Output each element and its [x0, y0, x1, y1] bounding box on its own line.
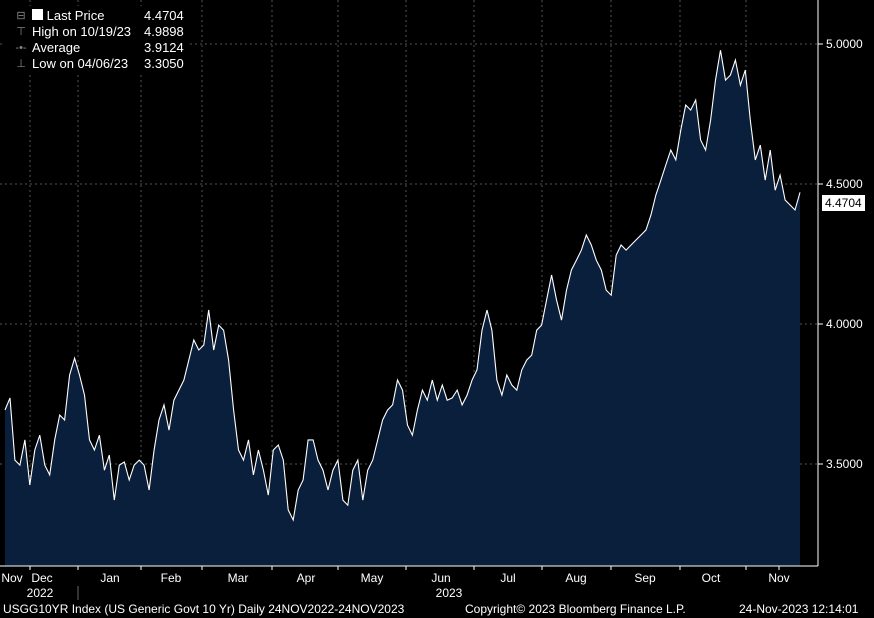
high-marker-icon: ⊤ — [16, 26, 26, 38]
legend-label: Low on 04/06/23 — [32, 56, 129, 71]
collapse-box-icon[interactable]: ⊟ — [16, 10, 26, 22]
price-area — [5, 50, 800, 566]
y-tick-label: 3.5000 — [826, 457, 863, 471]
x-tick-label: Sep — [634, 571, 656, 585]
legend: ⊟ Last Price 4.4704 ⊤ High on 10/19/23 4.98… — [4, 6, 190, 74]
x-tick-label: Jul — [500, 571, 515, 585]
x-tick-label: Aug — [565, 571, 586, 585]
legend-label: Average — [32, 40, 81, 55]
white-swatch-icon — [32, 9, 43, 20]
x-tick-label: Oct — [702, 571, 721, 585]
x-tick-label: Jan — [100, 571, 119, 585]
price-line — [4, 50, 801, 522]
legend-value: 4.4704 — [144, 8, 184, 23]
legend-average: -•- Average 3.9124 — [10, 40, 184, 56]
y-tick-label: 4.5000 — [826, 177, 863, 191]
y-tick-label: 5.0000 — [826, 37, 863, 51]
legend-label: High on 10/19/23 — [32, 24, 132, 39]
legend-value: 3.3050 — [144, 56, 184, 71]
y-tick-label: 4.0000 — [826, 317, 863, 331]
x-tick-label: May — [361, 571, 384, 585]
x-tick-label: Jun — [431, 571, 450, 585]
copyright: Copyright© 2023 Bloomberg Finance L.P. — [465, 602, 686, 616]
x-tick-label: Nov — [768, 571, 789, 585]
year-label: 2023 — [436, 586, 463, 600]
x-tick-label: Feb — [161, 571, 182, 585]
legend-last-price: ⊟ Last Price 4.4704 — [10, 8, 184, 24]
x-tick-label: Dec — [31, 571, 52, 585]
legend-low: ⊥ Low on 04/06/23 3.3050 — [10, 56, 184, 72]
x-tick-label: Nov — [1, 571, 22, 585]
legend-value: 3.9124 — [144, 40, 184, 55]
low-marker-icon: ⊥ — [16, 58, 26, 70]
x-tick-label: Apr — [297, 571, 316, 585]
legend-label: Last Price — [46, 8, 105, 23]
last-price-tag: 4.4704 — [822, 195, 865, 211]
x-tick-label: Mar — [228, 571, 249, 585]
legend-high: ⊤ High on 10/19/23 4.9898 — [10, 24, 184, 40]
security-description: USGG10YR Index (US Generic Govt 10 Yr) D… — [3, 602, 405, 616]
year-label: 2022 — [27, 586, 54, 600]
timestamp: 24-Nov-2023 12:14:01 — [739, 602, 859, 616]
average-marker-icon: -•- — [15, 42, 27, 54]
legend-value: 4.9898 — [144, 24, 184, 39]
